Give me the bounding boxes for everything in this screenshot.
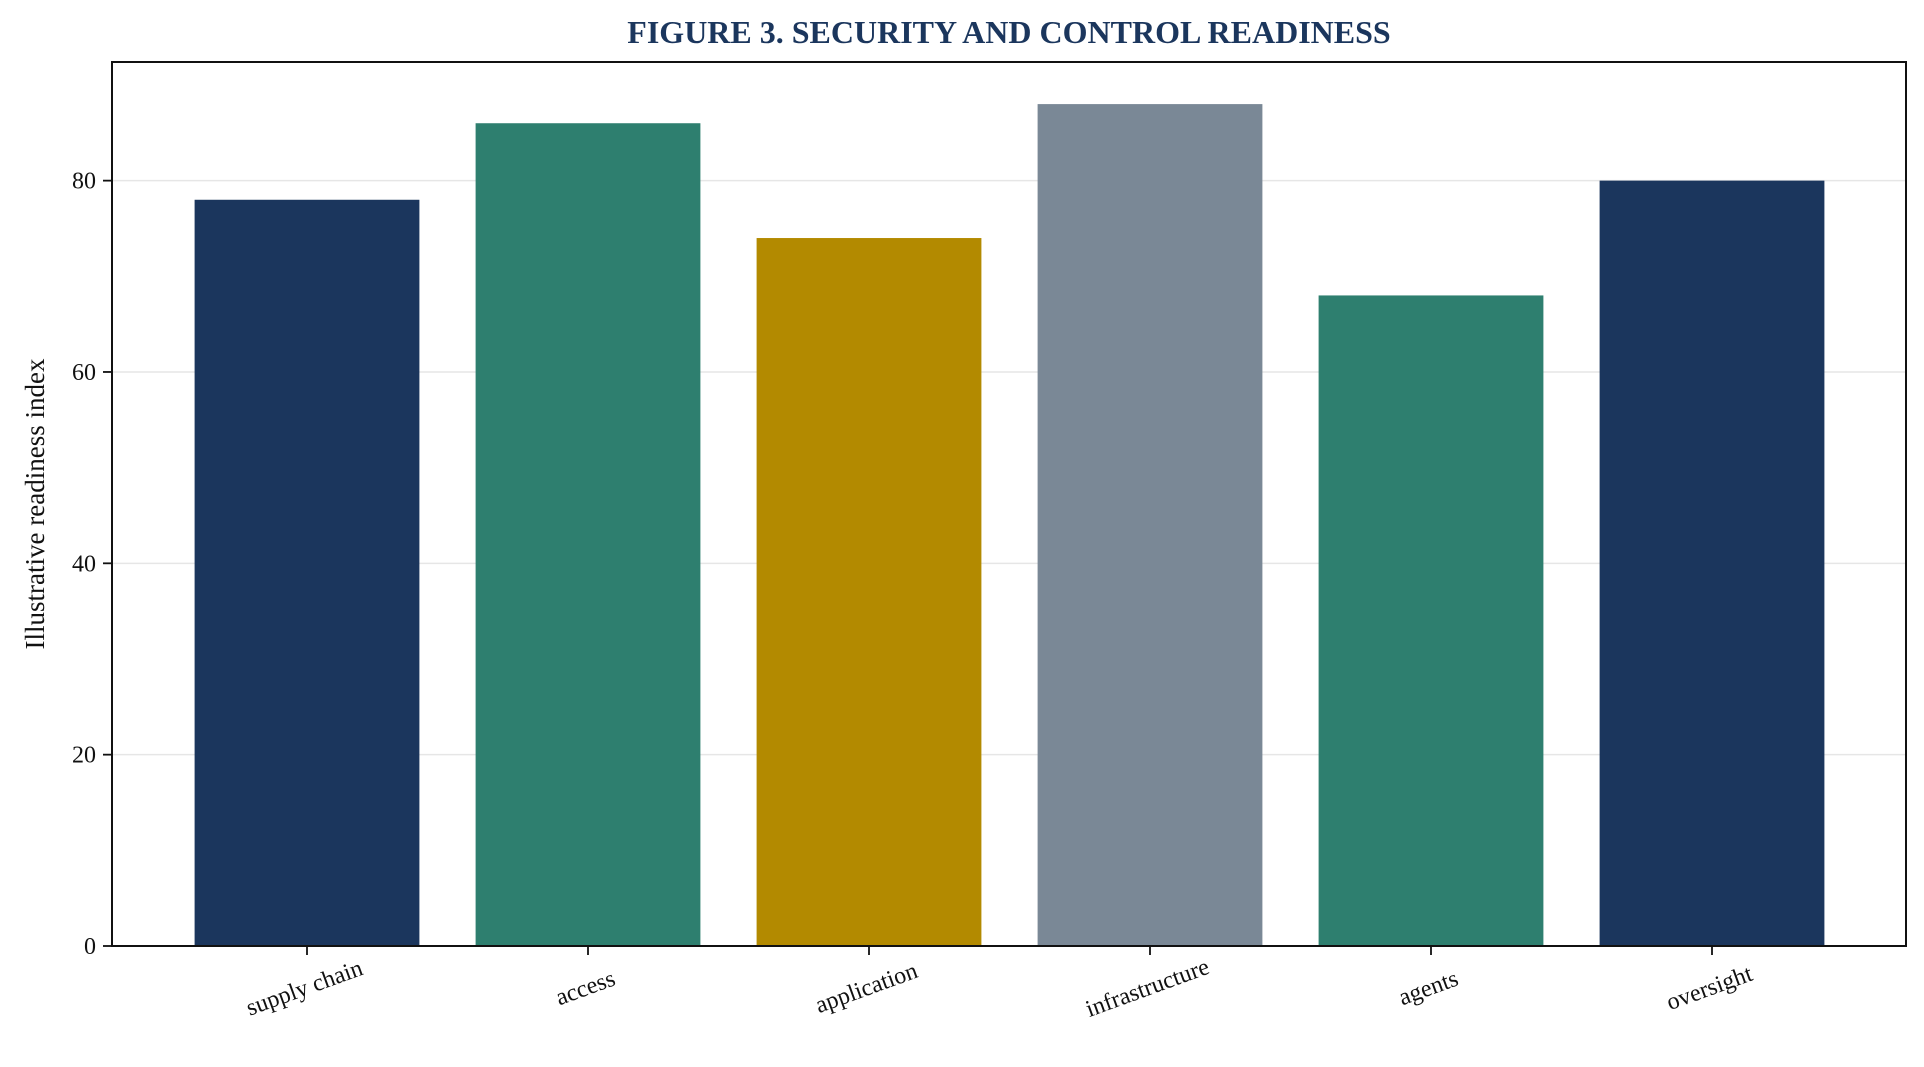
plot-frame xyxy=(111,61,1907,947)
bar-agents xyxy=(1318,295,1544,946)
x-tick-label: access xyxy=(552,966,618,1011)
x-tick-label: agents xyxy=(1395,966,1462,1011)
y-axis-title: Illustrative readiness index xyxy=(20,358,50,649)
x-tick-label: infrastructure xyxy=(1082,954,1212,1023)
y-tick-label: 60 xyxy=(72,360,96,386)
bar-access xyxy=(475,123,701,947)
x-axis-ticks: supply chain access application infrastruct… xyxy=(243,946,1756,1023)
bar-infrastructure xyxy=(1037,104,1263,947)
y-tick-label: 40 xyxy=(72,551,96,577)
bar-application xyxy=(756,238,982,946)
y-tick-label: 20 xyxy=(72,743,96,769)
x-tick-label: oversight xyxy=(1663,961,1756,1016)
chart-title: FIGURE 3. SECURITY AND CONTROL READINESS xyxy=(627,14,1391,50)
bar-oversight xyxy=(1599,180,1825,947)
x-tick-label: application xyxy=(812,958,921,1019)
y-tick-label: 80 xyxy=(72,169,96,195)
x-tick-label: supply chain xyxy=(243,955,367,1021)
y-axis-ticks: 0 20 40 60 80 xyxy=(72,169,112,960)
bars xyxy=(194,104,1825,947)
y-tick-label: 0 xyxy=(84,934,96,960)
bar-supply-chain xyxy=(194,199,420,946)
